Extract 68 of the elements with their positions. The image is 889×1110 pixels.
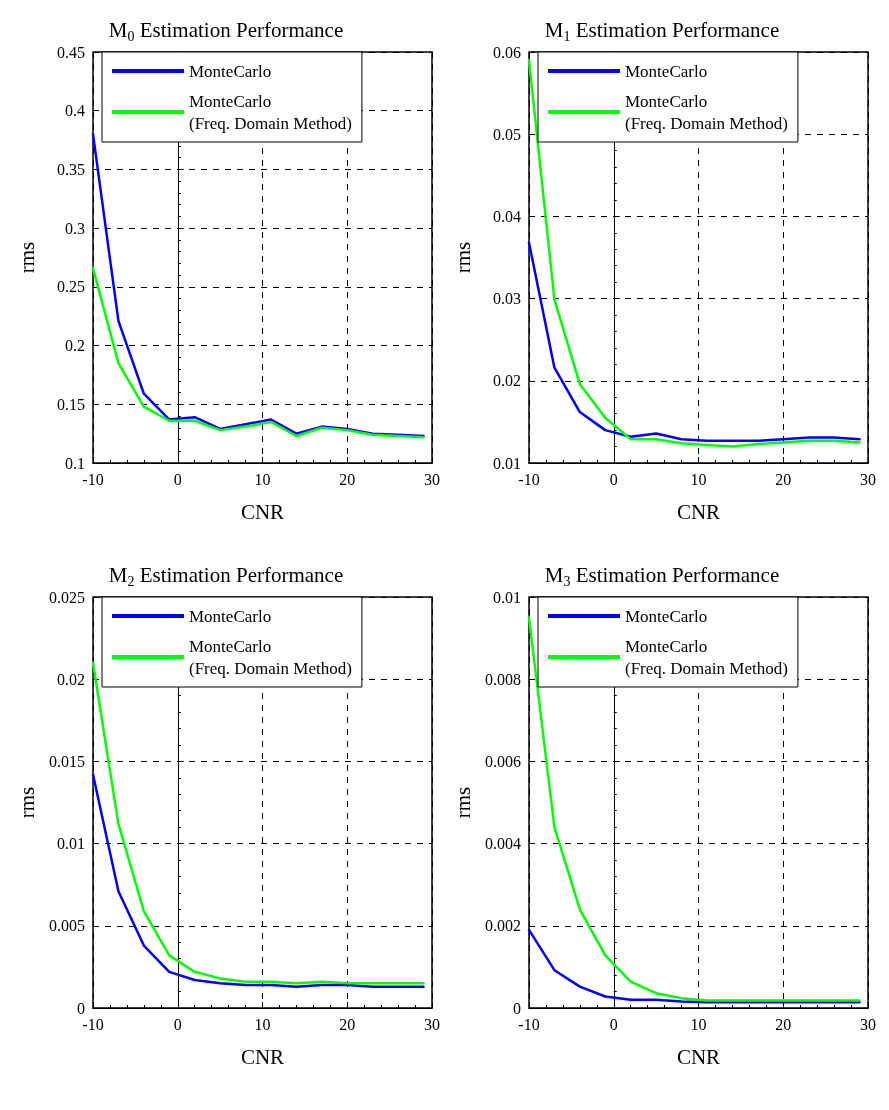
legend-label: MonteCarlo [625,606,708,626]
y-tick-label: 0.015 [49,752,85,770]
y-tick-label: 0.002 [485,917,521,935]
x-tick-label: 30 [424,1015,440,1033]
x-tick-label: -10 [518,1015,540,1033]
y-tick-label: 0.006 [485,752,521,770]
y-tick-label: 0.35 [57,160,85,178]
legend-label: MonteCarlo (Freq. Domain Method) [189,91,352,133]
y-tick-label: 0.01 [493,454,521,472]
x-tick-label: 0 [609,1015,618,1033]
x-tick-label: 30 [860,470,876,488]
y-axis-title: rms [14,241,39,274]
x-axis-title: CNR [240,499,285,524]
y-axis-title: rms [450,241,475,274]
x-tick-label: 20 [339,470,356,488]
y-tick-label: 0.01 [57,835,85,853]
line-series [91,661,425,985]
line-series [527,928,861,1004]
x-tick-label: -10 [82,1015,104,1033]
x-tick-label: -10 [518,470,540,488]
x-tick-label: 10 [690,470,707,488]
y-tick-label: 0.45 [57,43,85,61]
y-tick-label: 0.25 [57,278,85,296]
x-tick-label: 0 [173,1015,182,1033]
y-tick-label: 0.01 [493,588,521,606]
y-tick-label: 0.02 [493,372,521,390]
legend-label: MonteCarlo (Freq. Domain Method) [189,636,352,678]
x-tick-label: -10 [82,470,104,488]
legend-label: MonteCarlo (Freq. Domain Method) [625,636,788,678]
x-tick-label: 30 [424,470,440,488]
line-series [527,58,861,448]
y-tick-label: 0.02 [57,670,85,688]
x-tick-label: 0 [173,470,182,488]
x-tick-label: 20 [339,1015,356,1033]
y-tick-label: 0.005 [49,917,85,935]
legend-label: MonteCarlo [625,61,708,81]
x-tick-label: 10 [690,1015,707,1033]
x-tick-label: 10 [254,470,271,488]
y-tick-label: 0.15 [57,395,85,413]
line-series [527,241,861,443]
legend-label: MonteCarlo [189,61,272,81]
legend-label: MonteCarlo (Freq. Domain Method) [625,91,788,133]
y-tick-label: 0.4 [65,102,85,120]
y-tick-label: 0 [77,999,85,1017]
x-axis-title: CNR [676,1044,721,1069]
y-tick-label: 0.1 [65,454,85,472]
y-tick-label: 0.3 [65,219,85,237]
y-tick-label: 0.05 [493,125,521,143]
x-tick-label: 30 [860,1015,876,1033]
y-tick-label: 0.004 [485,835,521,853]
y-axis-title: rms [450,786,475,819]
legend-label: MonteCarlo [189,606,272,626]
y-tick-label: 0.04 [493,207,521,225]
y-tick-label: 0.2 [65,337,85,355]
line-series [91,773,425,988]
x-axis-title: CNR [240,1044,285,1069]
x-tick-label: 20 [775,470,792,488]
y-tick-label: 0.03 [493,290,521,308]
y-tick-label: 0.008 [485,670,521,688]
x-tick-label: 20 [775,1015,792,1033]
y-tick-label: 0.025 [49,588,85,606]
line-series [91,266,425,439]
y-axis-title: rms [14,786,39,819]
y-tick-label: 0 [513,999,521,1017]
x-axis-title: CNR [676,499,721,524]
x-tick-label: 10 [254,1015,271,1033]
x-tick-label: 0 [609,470,618,488]
y-tick-label: 0.06 [493,43,521,61]
